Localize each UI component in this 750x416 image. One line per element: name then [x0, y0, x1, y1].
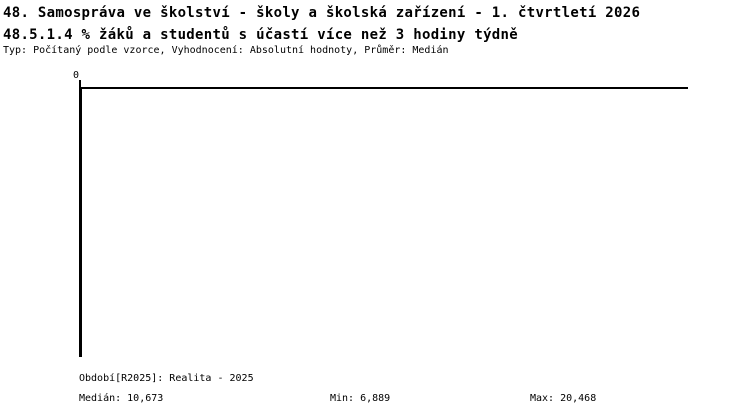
median-reference-line: [0, 88, 2, 356]
indicator-subtitle: 48.5.1.4 % žáků a studentů s účastí více…: [3, 27, 518, 43]
median-stat: Medián: 10,673: [79, 393, 164, 404]
period-note: Období[R2025]: Realita - 2025: [79, 373, 254, 384]
page-title: 48. Samospráva ve školství - školy a ško…: [3, 5, 641, 21]
min-stat: Min: 6,889: [330, 393, 391, 404]
max-stat: Max: 20,468: [530, 393, 597, 404]
x-axis-line: [79, 87, 688, 89]
chart-meta-line: Typ: Počítaný podle vzorce, Vyhodnocení:…: [3, 45, 449, 56]
x-axis-tick-mark: [79, 80, 81, 88]
x-axis-tick-label: 0: [73, 70, 80, 81]
y-axis-line: [79, 87, 82, 357]
